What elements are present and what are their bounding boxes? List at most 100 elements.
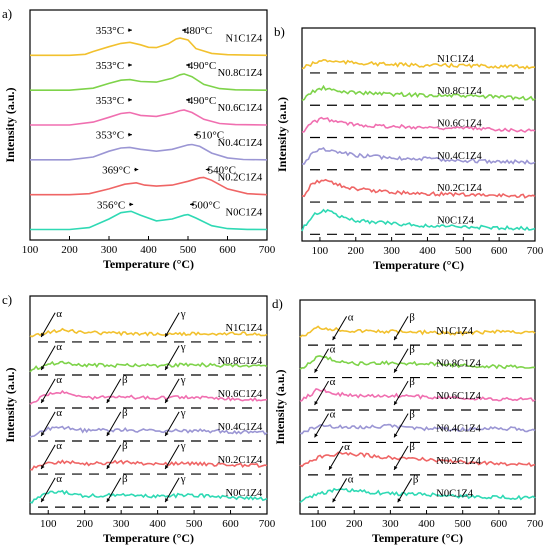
axes-frame (301, 27, 536, 242)
series-line (30, 73, 268, 91)
x-tick-label: 400 (140, 244, 157, 256)
series-label: N0.8C1Z4 (437, 86, 482, 97)
x-tick-label: 300 (383, 245, 400, 257)
peak-annotation: 353°C (96, 25, 124, 37)
series-label: N0.6C1Z4 (436, 391, 481, 402)
annotation-arrow (106, 477, 122, 503)
annotation-arrowhead (329, 465, 333, 470)
panel-label: c) (2, 292, 12, 307)
x-tick-label: 500 (186, 518, 203, 530)
annotation-arrow (328, 445, 344, 471)
peak-annotation: β (413, 473, 419, 485)
peak-annotation: 353°C (96, 95, 124, 107)
x-axis-title: Temperature (°C) (103, 531, 194, 545)
x-tick-label: 700 (259, 518, 276, 530)
peak-annotation: β (409, 441, 415, 453)
series-line (30, 143, 268, 161)
annotation-arrowhead (314, 433, 318, 438)
annotation-arrowhead (394, 336, 398, 341)
annotation-arrow (332, 316, 348, 341)
series-label: N0C1Z4 (226, 488, 264, 499)
series-label: N1C1Z4 (436, 326, 474, 337)
annotation-arrowhead (186, 97, 190, 102)
annotation-arrowhead (394, 401, 398, 405)
peak-annotation: γ (180, 374, 186, 386)
x-tick-label: 700 (527, 245, 544, 257)
annotation-arrowhead (106, 465, 111, 470)
annotation-arrow (106, 378, 122, 404)
annotation-arrow (40, 345, 56, 371)
series-line (299, 387, 536, 403)
x-tick-label: 300 (382, 518, 399, 530)
annotation-arrowhead (129, 202, 134, 207)
annotation-arrowhead (394, 368, 398, 373)
series-label: N1C1Z4 (226, 33, 264, 44)
annotation-arrowhead (165, 465, 169, 470)
annotation-arrow (393, 348, 409, 373)
series-label: N0.2C1Z4 (218, 455, 263, 466)
x-tick-label: 400 (419, 245, 436, 257)
series-line (299, 355, 536, 370)
peak-annotation: α (56, 473, 62, 485)
annotation-arrow (164, 411, 180, 437)
annotation-arrow (40, 378, 56, 404)
series-label: N1C1Z4 (437, 54, 475, 65)
annotation-arrow (40, 411, 56, 437)
annotation-arrow (106, 411, 122, 437)
x-tick-label: 200 (76, 518, 93, 530)
series-line (30, 109, 268, 126)
annotation-arrow (393, 316, 409, 341)
annotation-arrow (314, 348, 329, 373)
series-label: N0.6C1Z4 (218, 103, 263, 114)
peak-annotation: γ (180, 308, 186, 320)
annotation-arrowhead (394, 433, 398, 438)
peak-annotation: α (330, 409, 336, 421)
annotation-arrowhead (41, 498, 45, 503)
annotation-arrow (164, 312, 180, 338)
series-label: N0.4C1Z4 (218, 422, 263, 433)
x-tick-label: 400 (418, 518, 435, 530)
series-label: N0.4C1Z4 (437, 151, 482, 162)
series-label: N0C1Z4 (436, 488, 474, 499)
peak-annotation: β (409, 409, 415, 421)
x-tick-label: 500 (454, 518, 471, 530)
x-tick-label: 500 (455, 245, 472, 257)
x-tick-label: 100 (22, 244, 39, 256)
series-line (30, 210, 268, 231)
annotation-arrowhead (165, 432, 169, 437)
annotation-arrowhead (182, 28, 186, 33)
annotation-arrowhead (332, 336, 337, 341)
series-label: N1C1Z4 (226, 323, 264, 334)
annotation-arrowhead (205, 167, 210, 172)
series-line (301, 58, 536, 70)
peak-annotation: 500°C (192, 199, 220, 211)
series-label: N0.6C1Z4 (437, 119, 482, 130)
peak-annotation: α (330, 376, 336, 388)
annotation-arrow (393, 413, 409, 438)
x-axis-title: Temperature (°C) (373, 258, 464, 272)
axes-frame (29, 295, 268, 515)
annotation-arrowhead (193, 132, 198, 137)
annotation-arrow (314, 380, 329, 406)
annotation-arrow (40, 312, 56, 338)
annotation-arrowhead (106, 399, 111, 403)
peak-annotation: γ (180, 473, 186, 485)
peak-annotation: β (409, 376, 415, 388)
annotation-arrow (332, 478, 348, 503)
annotation-arrowhead (128, 132, 132, 137)
peak-annotation: α (330, 344, 336, 356)
peak-annotation: 369°C (102, 165, 130, 177)
peak-annotation: 490°C (188, 95, 216, 107)
peak-annotation: β (409, 311, 415, 323)
series-label: N0C1Z4 (437, 215, 475, 226)
peak-annotation: 510°C (196, 130, 224, 142)
panel-b: b) 100 200 300 400 500 600 700 Temperature (°C) I… (274, 24, 544, 272)
annotation-arrowhead (165, 498, 169, 503)
annotation-arrowhead (106, 432, 111, 437)
x-tick-label: 300 (113, 518, 130, 530)
series-line (29, 425, 268, 438)
series-line (29, 459, 268, 471)
peak-annotation: 540°C (208, 165, 236, 177)
x-tick-label: 700 (259, 244, 276, 256)
annotation-arrowhead (314, 401, 318, 405)
